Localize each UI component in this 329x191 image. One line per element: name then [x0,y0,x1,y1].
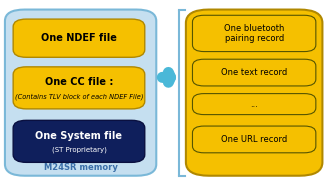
FancyBboxPatch shape [13,120,145,162]
Text: One text record: One text record [221,68,287,77]
FancyBboxPatch shape [192,126,316,153]
FancyBboxPatch shape [186,10,322,176]
Text: (ST Proprietary): (ST Proprietary) [52,146,106,153]
FancyBboxPatch shape [192,15,316,52]
Text: One URL record: One URL record [221,135,287,144]
Text: One System file: One System file [36,131,122,141]
FancyBboxPatch shape [13,19,145,57]
Text: One NDEF file: One NDEF file [41,33,117,43]
Text: (Contains TLV block of each NDEF File): (Contains TLV block of each NDEF File) [15,94,143,100]
FancyBboxPatch shape [5,10,156,176]
Text: One bluetooth
pairing record: One bluetooth pairing record [224,24,284,43]
FancyBboxPatch shape [192,94,316,115]
Text: One CC file :: One CC file : [45,77,113,87]
Text: M24SR memory: M24SR memory [44,163,117,172]
Text: ...: ... [250,100,258,109]
FancyBboxPatch shape [192,59,316,86]
FancyBboxPatch shape [13,67,145,109]
